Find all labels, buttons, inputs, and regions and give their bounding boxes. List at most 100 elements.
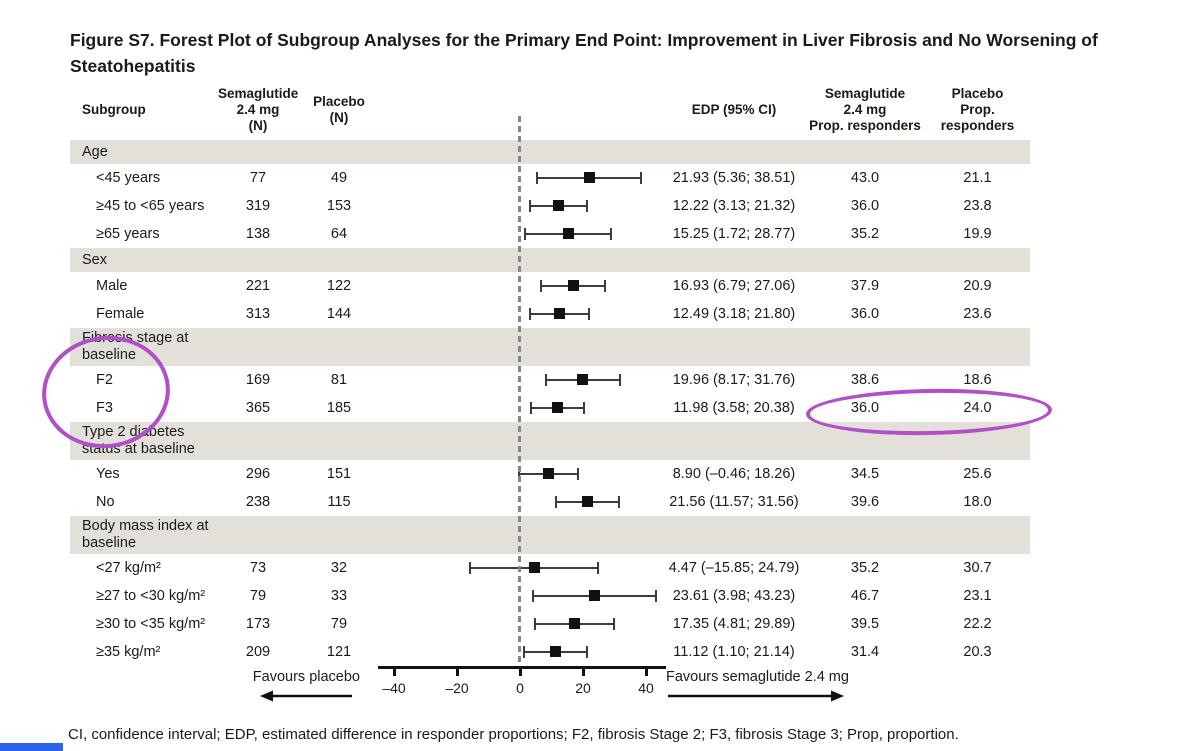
ci-cap-right (609, 228, 612, 240)
ci-plot-cell (380, 394, 663, 422)
placebo-n-value: 33 (330, 588, 348, 604)
x-axis-tick (392, 666, 396, 676)
placebo-n-value: 151 (326, 466, 352, 482)
table-row: ≥30 to <35 kg/m² 173 79 17.35 (4.81; 29.89)… (70, 610, 1030, 638)
semaglutide-prop-value: 34.5 (850, 466, 880, 482)
ci-plot-cell (380, 272, 663, 300)
semaglutide-n-value: 365 (245, 400, 271, 416)
subgroup-label: No (96, 494, 115, 510)
subgroup-label: ≥30 to <35 kg/m² (96, 616, 206, 632)
abbreviations-footnote: CI, confidence interval; EDP, estimated … (68, 726, 959, 743)
ci-plot-cell (380, 164, 663, 192)
ci-plot-cell (380, 488, 663, 516)
table-row: F2 169 81 19.96 (8.17; 31.76) 38.6 18.6 (70, 366, 1030, 394)
point-estimate-marker (582, 496, 594, 507)
semaglutide-prop-value: 35.2 (850, 226, 880, 242)
edp-ci-value: 4.47 (–15.85; 24.79) (668, 560, 800, 576)
semaglutide-prop-value: 43.0 (850, 170, 880, 186)
ci-plot-cell (380, 610, 663, 638)
favours-placebo-label: Favours placebo (252, 669, 360, 685)
semaglutide-prop-value: 36.0 (850, 198, 880, 214)
placebo-prop-value: 23.8 (963, 198, 992, 214)
column-header-semaglutide-prop: Semaglutide 2.4 mg Prop. responders (809, 86, 921, 133)
forest-table-body: Age <45 years 77 49 21.93 (5.36; 38.51) 43.0 2… (70, 140, 1030, 666)
ci-cap-left (535, 172, 538, 184)
semaglutide-prop-value: 35.2 (850, 560, 880, 576)
edp-ci-value: 17.35 (4.81; 29.89) (672, 616, 796, 632)
placebo-n-value: 153 (326, 198, 352, 214)
point-estimate-marker (552, 402, 564, 413)
ci-cap-left (528, 200, 531, 212)
ci-plot-cell (380, 554, 663, 582)
placebo-prop-value: 20.3 (963, 644, 992, 660)
ci-cap-right (640, 172, 643, 184)
section-band: Body mass index at baseline (70, 516, 1030, 554)
edp-ci-value: 8.90 (–0.46; 18.26) (672, 466, 796, 482)
table-row: Female 313 144 12.49 (3.18; 21.80) 36.0 23.6 (70, 300, 1030, 328)
placebo-prop-value: 23.6 (963, 306, 992, 322)
ci-plot-cell (380, 366, 663, 394)
semaglutide-prop-value: 46.7 (850, 588, 880, 604)
ci-cap-left (534, 618, 537, 630)
favours-semaglutide-label: Favours semaglutide 2.4 mg (666, 669, 849, 685)
placebo-n-value: 115 (327, 494, 351, 510)
semaglutide-n-value: 77 (249, 170, 267, 186)
placebo-prop-value: 18.0 (963, 494, 992, 510)
semaglutide-n-value: 169 (245, 372, 271, 388)
subgroup-label: Yes (96, 466, 120, 482)
x-axis-tick (581, 666, 585, 676)
x-axis: –40 –20 0 20 40 (378, 666, 666, 700)
semaglutide-prop-value: 37.9 (850, 278, 880, 294)
placebo-n-value: 122 (326, 278, 352, 294)
edp-ci-value: 11.12 (1.10; 21.14) (673, 644, 795, 660)
blue-status-bar (0, 743, 63, 751)
section-band: Fibrosis stage at baseline (70, 328, 1030, 366)
column-header-edp: EDP (95% CI) (691, 102, 777, 117)
semaglutide-prop-value: 39.6 (850, 494, 880, 510)
ci-cap-left (555, 496, 558, 508)
semaglutide-prop-value: 36.0 (850, 306, 880, 322)
point-estimate-marker (528, 562, 540, 573)
ci-plot-cell (380, 300, 663, 328)
ci-cap-left (531, 590, 534, 602)
table-row: No 238 115 21.56 (11.57; 31.56) 39.6 18.0 (70, 488, 1030, 516)
semaglutide-n-value: 313 (245, 306, 271, 322)
placebo-n-value: 81 (330, 372, 348, 388)
semaglutide-prop-value: 31.4 (850, 644, 880, 660)
table-row: Yes 296 151 8.90 (–0.46; 18.26) 34.5 25.6 (70, 460, 1030, 488)
edp-ci-value: 21.56 (11.57; 31.56) (669, 494, 799, 510)
ci-cap-left (524, 228, 527, 240)
ci-cap-right (587, 308, 590, 320)
semaglutide-prop-value: 39.5 (850, 616, 880, 632)
ci-cap-right (583, 402, 586, 414)
table-row: ≥45 to <65 years 319 153 12.22 (3.13; 21.32… (70, 192, 1030, 220)
subgroup-label: ≥35 kg/m² (96, 644, 161, 660)
semaglutide-n-value: 296 (245, 466, 271, 482)
ci-cap-right (576, 468, 579, 480)
point-estimate-marker (562, 228, 574, 239)
ci-cap-right (586, 200, 589, 212)
column-header-placebo-prop: Placebo Prop. responders (940, 86, 1015, 133)
semaglutide-n-value: 138 (245, 226, 271, 242)
x-axis-tick-label: 40 (638, 680, 654, 696)
x-axis-line (378, 666, 666, 669)
subgroup-label: F2 (96, 372, 113, 388)
ci-cap-left (530, 402, 533, 414)
x-axis-tick-label: 0 (516, 680, 524, 696)
ci-plot-cell (380, 220, 663, 248)
semaglutide-prop-value: 36.0 (850, 400, 880, 416)
semaglutide-n-value: 238 (245, 494, 271, 510)
subgroup-label: <45 years (96, 170, 161, 186)
point-estimate-marker (583, 172, 595, 183)
x-axis-tick (518, 666, 522, 676)
edp-ci-value: 16.93 (6.79; 27.06) (672, 278, 796, 294)
subgroup-label: ≥27 to <30 kg/m² (96, 588, 206, 604)
ci-cap-left (469, 562, 472, 574)
section-band: Type 2 diabetes status at baseline (70, 422, 1030, 460)
placebo-prop-value: 23.1 (963, 588, 992, 604)
point-estimate-marker (569, 618, 581, 629)
edp-ci-value: 19.96 (8.17; 31.76) (672, 372, 796, 388)
edp-ci-value: 12.49 (3.18; 21.80) (672, 306, 796, 322)
ci-cap-right (613, 618, 616, 630)
